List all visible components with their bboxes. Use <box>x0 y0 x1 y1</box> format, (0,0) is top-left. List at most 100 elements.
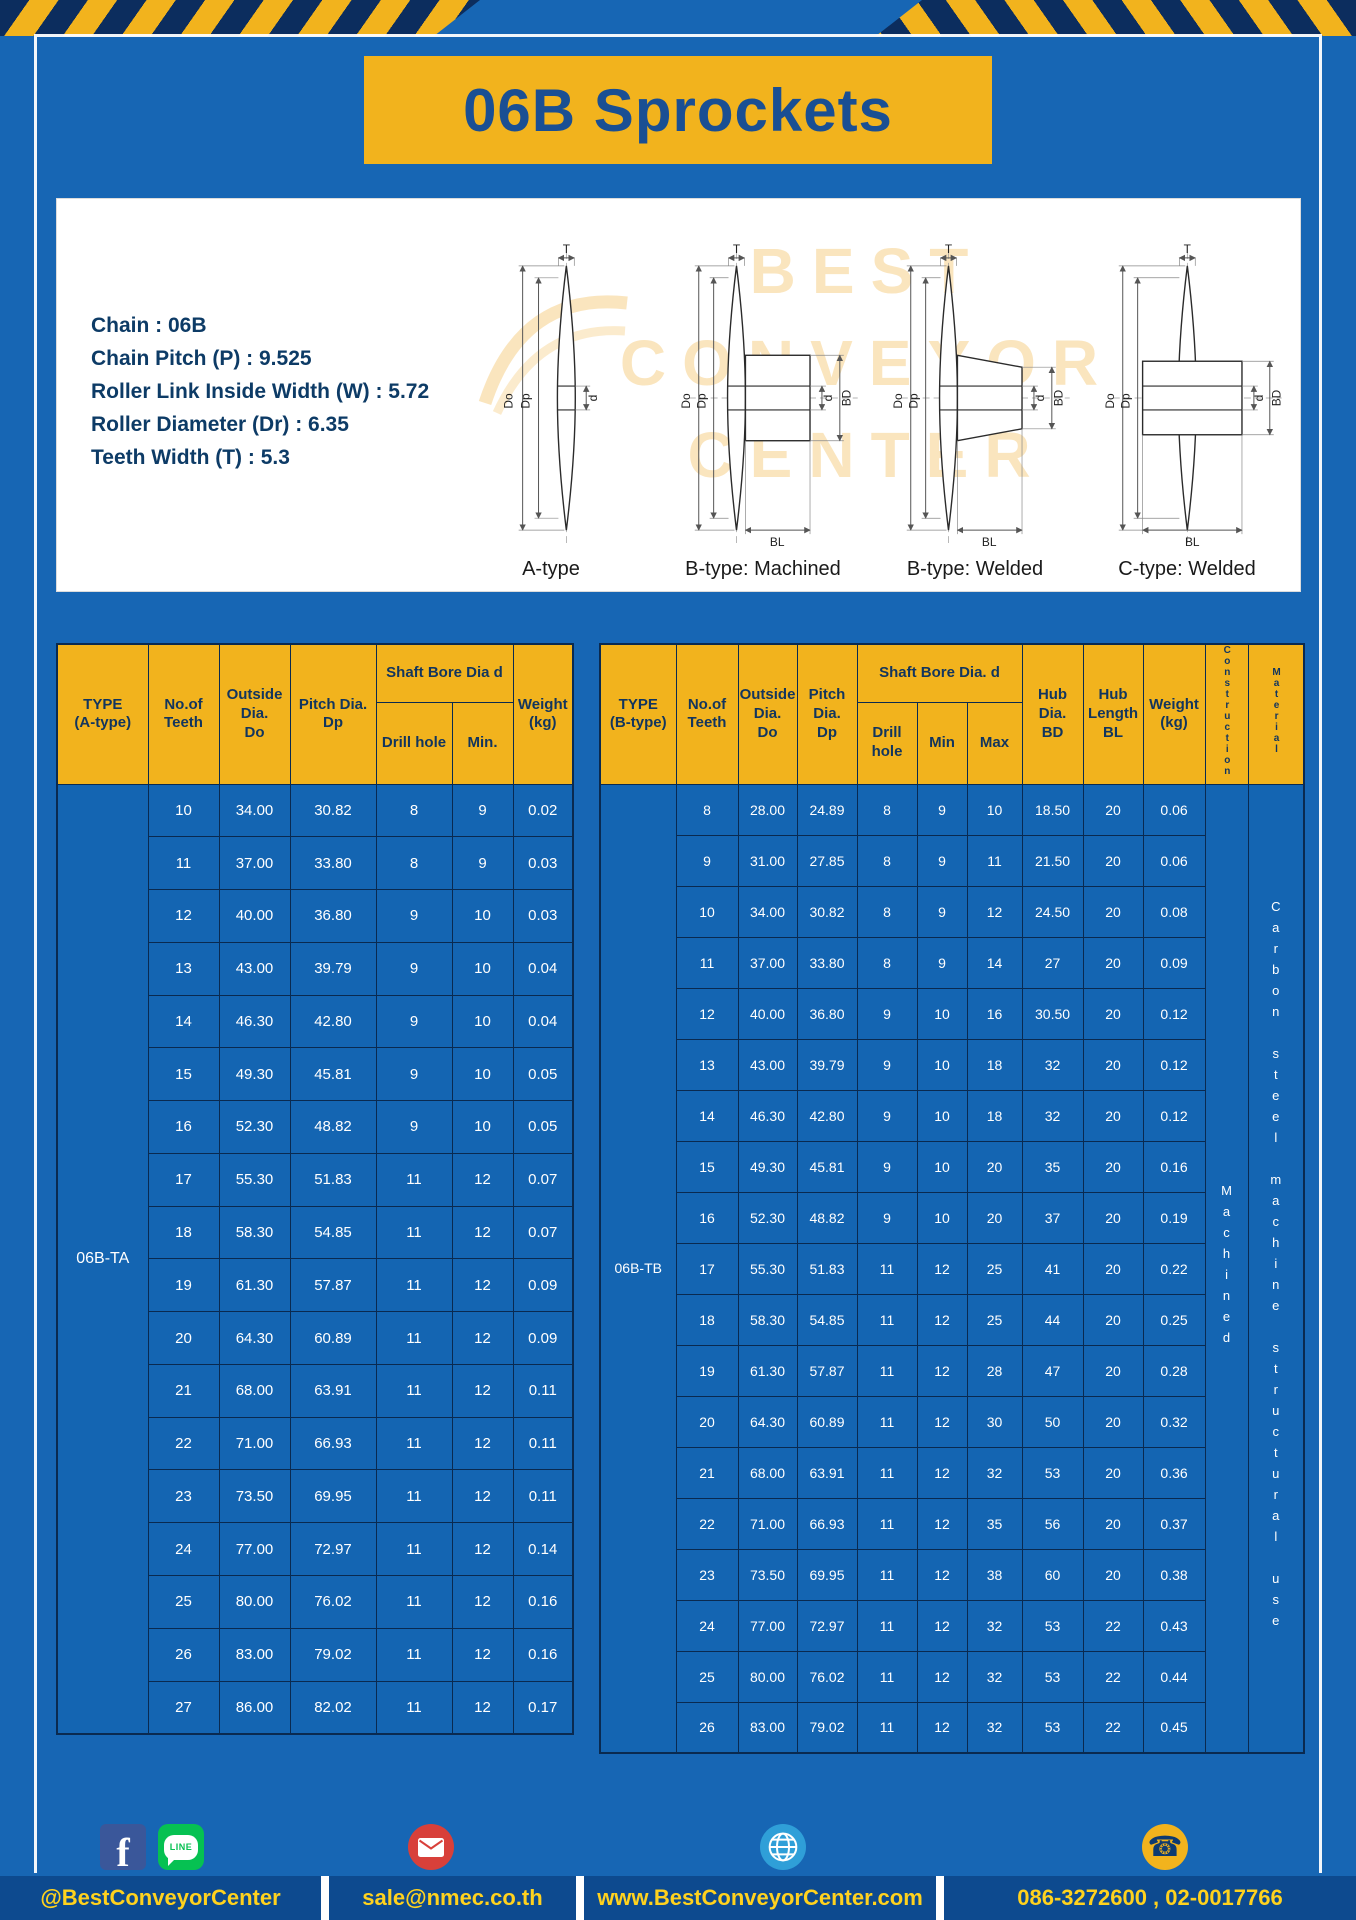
table-row: 12 40.00 36.80 9 10 0.03 <box>57 889 574 943</box>
email-icon[interactable] <box>408 1824 454 1870</box>
line-text: LINE <box>169 1842 193 1852</box>
phone-icon[interactable]: ☎ <box>1142 1824 1188 1870</box>
table-cell: 12 <box>451 1680 514 1735</box>
material-value: Carbon steel machine structural use <box>1247 783 1305 1754</box>
a-col-header-pitch-dia: Pitch Dia. Dp <box>289 643 377 785</box>
contact-website[interactable]: www.BestConveyorCenter.com <box>597 1885 923 1910</box>
svg-text:Do: Do <box>890 393 904 409</box>
table-cell: 12 <box>451 1311 514 1365</box>
table-row: 19 61.30 57.87 11 12 0.09 <box>57 1258 574 1313</box>
table-cell: 20 <box>1082 1242 1144 1295</box>
line-icon[interactable]: LINE <box>158 1824 204 1870</box>
table-cell: 9 <box>856 1191 918 1244</box>
contact-phones[interactable]: 086-3272600 , 02-0017766 <box>1017 1885 1283 1910</box>
b-col-header-max: Max <box>966 701 1023 785</box>
contact-email[interactable]: sale@nmec.co.th <box>362 1885 543 1910</box>
table-cell: 11 <box>375 1152 453 1207</box>
facebook-handle[interactable]: @BestConveyorCenter <box>40 1885 281 1910</box>
table-cell: 68.00 <box>218 1363 291 1418</box>
table-cell: 21 <box>675 1446 739 1499</box>
table-cell: 14 <box>147 994 220 1049</box>
globe-grid-icon <box>768 1832 798 1862</box>
diagram-b-type-machined: T Do Dp d BD BL B-type: Machined <box>657 213 869 585</box>
table-cell: 13 <box>675 1038 739 1091</box>
table-cell: 0.12 <box>1142 987 1206 1040</box>
table-cell: 32 <box>1021 1089 1084 1142</box>
table-cell: 82.02 <box>289 1680 377 1735</box>
caption-b-type-machined: B-type: Machined <box>685 558 841 580</box>
svg-text:d: d <box>1252 395 1266 402</box>
table-cell: 8 <box>675 783 739 836</box>
svg-text:BD: BD <box>839 389 853 406</box>
table-cell: 38 <box>966 1548 1023 1601</box>
sprocket-drawings: T Do Dp d A-type <box>445 213 1293 585</box>
b-type-welded-drawing-icon: T Do Dp d BD BL <box>890 244 1070 549</box>
table-cell: 79.02 <box>289 1627 377 1682</box>
table-cell: 86.00 <box>218 1680 291 1735</box>
table-cell: 11 <box>856 1344 918 1397</box>
table-cell: 39.79 <box>796 1038 858 1091</box>
table-cell: 60.89 <box>796 1395 858 1448</box>
table-cell: 42.80 <box>289 994 377 1049</box>
svg-text:Dp: Dp <box>906 393 920 409</box>
table-cell: 10 <box>916 1191 968 1244</box>
table-cell: 76.02 <box>796 1650 858 1703</box>
table-row: 16 52.30 48.82 9 10 20 37 20 0.19 <box>600 1191 1304 1244</box>
table-row: 24 77.00 72.97 11 12 0.14 <box>57 1522 574 1576</box>
table-cell: 12 <box>451 1522 514 1576</box>
table-cell: 47 <box>1021 1344 1084 1397</box>
table-cell: 9 <box>856 1038 918 1091</box>
table-cell: 37.00 <box>737 936 798 989</box>
table-cell: 11 <box>375 1416 453 1471</box>
table-cell: 20 <box>1082 1293 1144 1346</box>
table-cell: 55.30 <box>218 1152 291 1207</box>
table-cell: 46.30 <box>218 994 291 1049</box>
table-cell: 16 <box>147 1100 220 1154</box>
table-cell: 49.30 <box>737 1140 798 1193</box>
table-cell: 64.30 <box>218 1311 291 1365</box>
table-cell: 9 <box>375 994 453 1049</box>
table-row: 06B-TA 10 34.00 30.82 8 9 0.02 <box>56 783 574 1735</box>
svg-text:Dp: Dp <box>518 393 532 409</box>
table-cell: 60.89 <box>289 1311 377 1365</box>
table-cell: 9 <box>375 1047 453 1102</box>
table-row: 22 71.00 66.93 11 12 0.11 <box>57 1416 574 1471</box>
a-type-drawing-icon: T Do Dp d <box>501 244 600 545</box>
b-col-header-weight: Weight (kg) <box>1142 643 1206 785</box>
table-cell: 10 <box>916 987 968 1040</box>
table-row: 22 71.00 66.93 11 12 35 56 20 0.37 <box>600 1497 1304 1550</box>
table-cell: 10 <box>147 783 220 838</box>
b-col-header-min: Min <box>916 701 968 785</box>
hazard-stripe-right <box>876 0 1356 36</box>
table-cell: 57.87 <box>796 1344 858 1397</box>
table-cell: 0.07 <box>512 1205 574 1260</box>
a-col-header-min: Min. <box>451 701 514 785</box>
table-cell: 0.36 <box>1142 1446 1206 1499</box>
table-cell: 18 <box>966 1038 1023 1091</box>
table-row: 23 73.50 69.95 11 12 0.11 <box>57 1469 574 1524</box>
table-cell: 53 <box>1021 1446 1084 1499</box>
table-cell: 24.89 <box>796 783 858 836</box>
table-cell: 0.08 <box>1142 885 1206 938</box>
table-cell: 0.14 <box>512 1522 574 1576</box>
table-cell: 9 <box>375 889 453 943</box>
facebook-icon[interactable]: f <box>100 1824 146 1870</box>
table-cell: 0.16 <box>1142 1140 1206 1193</box>
table-cell: 12 <box>916 1293 968 1346</box>
table-row: 15 49.30 45.81 9 10 20 35 20 0.16 <box>600 1140 1304 1193</box>
table-cell: 54.85 <box>796 1293 858 1346</box>
chain-specs: Chain : 06B Chain Pitch (P) : 9.525 Roll… <box>91 309 429 474</box>
globe-icon[interactable] <box>760 1824 806 1870</box>
table-cell: 12 <box>451 1152 514 1207</box>
svg-text:Do: Do <box>501 393 515 409</box>
spec-tables: TYPE (A-type) No.of Teeth Outside Dia. D… <box>56 643 1306 1754</box>
table-cell: 24 <box>675 1599 739 1652</box>
table-cell: 77.00 <box>218 1522 291 1576</box>
title-banner: 06B Sprockets <box>364 56 992 164</box>
table-cell: 11 <box>375 1311 453 1365</box>
table-cell: 20 <box>1082 1395 1144 1448</box>
bar-separator <box>936 1876 944 1920</box>
table-cell: 11 <box>375 1469 453 1524</box>
svg-text:BL: BL <box>770 535 785 549</box>
table-cell: 0.28 <box>1142 1344 1206 1397</box>
